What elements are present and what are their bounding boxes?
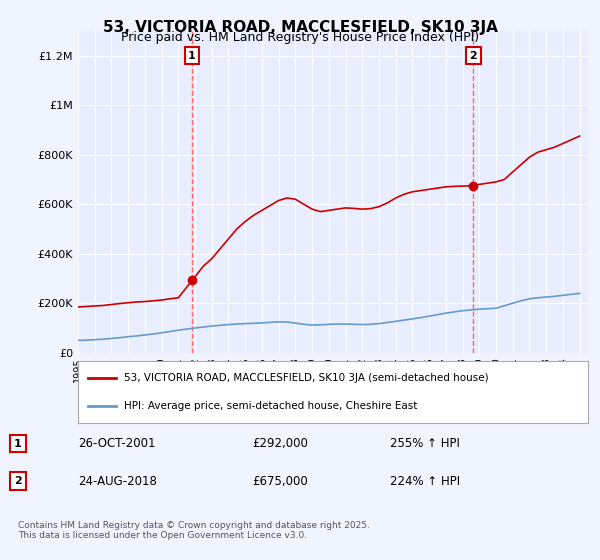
Text: 53, VICTORIA ROAD, MACCLESFIELD, SK10 3JA: 53, VICTORIA ROAD, MACCLESFIELD, SK10 3J… (103, 20, 497, 35)
Text: Price paid vs. HM Land Registry's House Price Index (HPI): Price paid vs. HM Land Registry's House … (121, 31, 479, 44)
Text: HPI: Average price, semi-detached house, Cheshire East: HPI: Average price, semi-detached house,… (124, 400, 417, 410)
Text: £292,000: £292,000 (252, 437, 308, 450)
Text: 24-AUG-2018: 24-AUG-2018 (78, 475, 157, 488)
Text: 224% ↑ HPI: 224% ↑ HPI (390, 475, 460, 488)
Text: 2: 2 (14, 477, 22, 486)
Text: Contains HM Land Registry data © Crown copyright and database right 2025.
This d: Contains HM Land Registry data © Crown c… (18, 521, 370, 540)
Text: 53, VICTORIA ROAD, MACCLESFIELD, SK10 3JA (semi-detached house): 53, VICTORIA ROAD, MACCLESFIELD, SK10 3J… (124, 374, 488, 384)
Text: 2: 2 (470, 50, 478, 60)
Text: 255% ↑ HPI: 255% ↑ HPI (390, 437, 460, 450)
Text: 26-OCT-2001: 26-OCT-2001 (78, 437, 155, 450)
Text: £675,000: £675,000 (252, 475, 308, 488)
Text: 1: 1 (188, 50, 196, 60)
Text: 1: 1 (14, 438, 22, 449)
